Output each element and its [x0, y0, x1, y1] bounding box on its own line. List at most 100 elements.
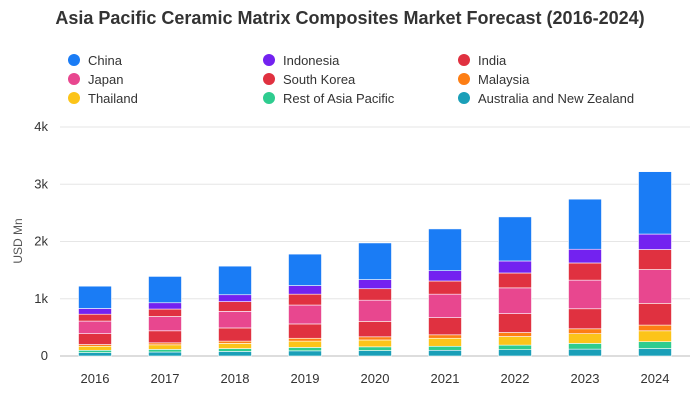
bar-segment-thailand-2018[interactable] — [218, 343, 252, 349]
bar-segment-australia-and-new-zealand-2020[interactable] — [358, 350, 392, 357]
bar-segment-malaysia-2024[interactable] — [638, 324, 672, 332]
legend-label: China — [88, 52, 122, 68]
bar-segment-australia-and-new-zealand-2019[interactable] — [288, 350, 322, 357]
bar-segment-thailand-2017[interactable] — [148, 344, 182, 350]
bar-segment-south-korea-2018[interactable] — [218, 327, 252, 342]
legend-item-india[interactable]: India — [458, 52, 658, 68]
bar-segment-japan-2021[interactable] — [428, 293, 462, 318]
legend-item-south-korea[interactable]: South Korea — [263, 71, 458, 87]
bar-segment-australia-and-new-zealand-2023[interactable] — [568, 348, 602, 357]
bar-segment-china-2017[interactable] — [148, 276, 182, 304]
bar-segment-thailand-2019[interactable] — [288, 340, 322, 348]
bar-segment-australia-and-new-zealand-2018[interactable] — [218, 351, 252, 357]
bar-segment-china-2016[interactable] — [78, 285, 112, 309]
x-tick-label: 2021 — [431, 371, 460, 386]
bar-segment-india-2023[interactable] — [568, 262, 602, 281]
bar-segment-japan-2019[interactable] — [288, 304, 322, 325]
legend-item-japan[interactable]: Japan — [68, 71, 263, 87]
bar-segment-australia-and-new-zealand-2017[interactable] — [148, 351, 182, 357]
y-tick-label: 2k — [34, 234, 48, 249]
bar-segment-china-2021[interactable] — [428, 228, 462, 271]
bar-segment-rest-of-asia-pacific-2017[interactable] — [148, 349, 182, 353]
bar-segment-south-korea-2024[interactable] — [638, 303, 672, 326]
bar-segment-rest-of-asia-pacific-2016[interactable] — [78, 349, 112, 353]
bar-segment-malaysia-2019[interactable] — [288, 337, 322, 342]
bar-segment-japan-2022[interactable] — [498, 287, 532, 314]
bar-segment-thailand-2021[interactable] — [428, 337, 462, 347]
bar-segment-rest-of-asia-pacific-2023[interactable] — [568, 343, 602, 350]
legend-label: Rest of Asia Pacific — [283, 90, 395, 106]
bar-segment-japan-2018[interactable] — [218, 311, 252, 329]
bar-segment-thailand-2024[interactable] — [638, 330, 672, 342]
bar-segment-india-2021[interactable] — [428, 280, 462, 295]
bar-segment-south-korea-2017[interactable] — [148, 330, 182, 344]
bar-segment-china-2022[interactable] — [498, 216, 532, 262]
bar-segment-indonesia-2024[interactable] — [638, 233, 672, 250]
legend-item-rest-of-asia-pacific[interactable]: Rest of Asia Pacific — [263, 90, 458, 106]
x-tick-label: 2016 — [81, 371, 110, 386]
y-axis: 0 1k 2k 3k 4k — [34, 119, 48, 363]
bar-segment-south-korea-2021[interactable] — [428, 317, 462, 336]
bar-segment-japan-2017[interactable] — [148, 316, 182, 332]
bar-segment-japan-2020[interactable] — [358, 299, 392, 322]
bar-segment-rest-of-asia-pacific-2018[interactable] — [218, 348, 252, 352]
bar-segment-malaysia-2021[interactable] — [428, 334, 462, 339]
bar-segment-japan-2023[interactable] — [568, 279, 602, 310]
bar-segment-india-2018[interactable] — [218, 301, 252, 312]
bars — [78, 171, 672, 357]
bar-segment-malaysia-2017[interactable] — [148, 342, 182, 346]
legend-item-china[interactable]: China — [68, 52, 263, 68]
bar-segment-indonesia-2023[interactable] — [568, 248, 602, 264]
bar-segment-australia-and-new-zealand-2016[interactable] — [78, 352, 112, 357]
bar-segment-south-korea-2022[interactable] — [498, 313, 532, 333]
bar-segment-rest-of-asia-pacific-2020[interactable] — [358, 346, 392, 351]
legend-label: Malaysia — [478, 71, 530, 87]
bar-segment-thailand-2023[interactable] — [568, 333, 602, 344]
bar-segment-indonesia-2020[interactable] — [358, 279, 392, 290]
bar-segment-indonesia-2022[interactable] — [498, 260, 532, 274]
bar-segment-south-korea-2020[interactable] — [358, 321, 392, 338]
bar-segment-rest-of-asia-pacific-2024[interactable] — [638, 341, 672, 349]
bar-segment-malaysia-2022[interactable] — [498, 332, 532, 337]
bar-segment-china-2024[interactable] — [638, 171, 672, 235]
bar-segment-india-2016[interactable] — [78, 313, 112, 322]
bar-segment-china-2019[interactable] — [288, 253, 322, 286]
bar-segment-japan-2016[interactable] — [78, 320, 112, 334]
bar-segment-japan-2024[interactable] — [638, 269, 672, 304]
bar-segment-china-2020[interactable] — [358, 242, 392, 280]
bar-segment-indonesia-2021[interactable] — [428, 270, 462, 282]
bar-segment-india-2017[interactable] — [148, 308, 182, 317]
bar-segment-malaysia-2023[interactable] — [568, 328, 602, 334]
bar-segment-south-korea-2023[interactable] — [568, 308, 602, 330]
chart-title: Asia Pacific Ceramic Matrix Composites M… — [55, 8, 645, 28]
legend-item-indonesia[interactable]: Indonesia — [263, 52, 458, 68]
bar-segment-south-korea-2016[interactable] — [78, 333, 112, 345]
bar-segment-australia-and-new-zealand-2022[interactable] — [498, 349, 532, 357]
legend-marker-india — [458, 54, 470, 66]
bar-segment-china-2018[interactable] — [218, 265, 252, 296]
bar-segment-china-2023[interactable] — [568, 198, 602, 250]
bar-segment-thailand-2020[interactable] — [358, 339, 392, 348]
legend-item-malaysia[interactable]: Malaysia — [458, 71, 658, 87]
bar-segment-indonesia-2017[interactable] — [148, 302, 182, 310]
bar-segment-rest-of-asia-pacific-2019[interactable] — [288, 347, 322, 352]
bar-segment-australia-and-new-zealand-2021[interactable] — [428, 349, 462, 357]
bar-segment-india-2024[interactable] — [638, 249, 672, 270]
legend-item-australia-and-new-zealand[interactable]: Australia and New Zealand — [458, 90, 658, 106]
bar-segment-malaysia-2018[interactable] — [218, 340, 252, 344]
bar-segment-thailand-2016[interactable] — [78, 345, 112, 351]
bar-segment-malaysia-2020[interactable] — [358, 336, 392, 341]
legend-item-thailand[interactable]: Thailand — [68, 90, 263, 106]
bar-segment-indonesia-2019[interactable] — [288, 285, 322, 295]
bar-segment-india-2020[interactable] — [358, 288, 392, 301]
bar-segment-rest-of-asia-pacific-2022[interactable] — [498, 344, 532, 351]
bar-segment-india-2019[interactable] — [288, 293, 322, 306]
bar-segment-australia-and-new-zealand-2024[interactable] — [638, 348, 672, 357]
bar-segment-rest-of-asia-pacific-2021[interactable] — [428, 345, 462, 351]
bar-segment-thailand-2022[interactable] — [498, 336, 532, 346]
bar-segment-south-korea-2019[interactable] — [288, 323, 322, 339]
bar-segment-indonesia-2016[interactable] — [78, 308, 112, 315]
x-tick-label: 2024 — [641, 371, 670, 386]
bar-segment-indonesia-2018[interactable] — [218, 294, 252, 302]
bar-segment-india-2022[interactable] — [498, 272, 532, 289]
